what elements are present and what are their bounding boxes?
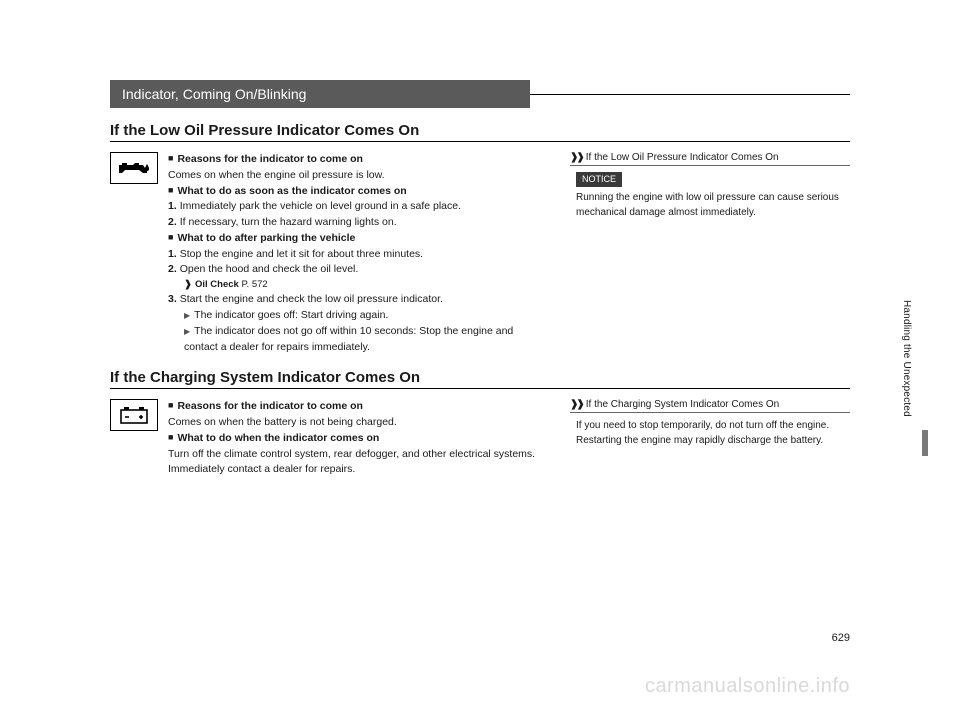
charge-p-1: Comes on when the battery is not being c… <box>168 415 540 431</box>
section-heading-oil: If the Low Oil Pressure Indicator Comes … <box>110 122 850 139</box>
charge-p-2: Turn off the climate control system, rea… <box>168 447 540 479</box>
oil-sub-3: What to do after parking the vehicle <box>177 232 355 244</box>
oil-tri-2: The indicator does not go off within 10 … <box>184 325 513 353</box>
sidebar-text-charge: If you need to stop temporarily, do not … <box>570 419 850 448</box>
title-rule <box>530 94 850 95</box>
oil-t2: If necessary, turn the hazard warning li… <box>180 216 397 228</box>
notice-badge: NOTICE <box>576 172 622 187</box>
oil-t4: Open the hood and check the oil level. <box>180 263 359 275</box>
charge-sub-2: What to do when the indicator comes on <box>177 432 379 444</box>
oil-pressure-icon <box>110 152 158 184</box>
oil-content: Reasons for the indicator to come on Com… <box>168 152 540 355</box>
page-title-bar: Indicator, Coming On/Blinking <box>110 80 530 108</box>
section-heading-charge: If the Charging System Indicator Comes O… <box>110 369 850 386</box>
xref-label[interactable]: Oil Check <box>195 279 239 290</box>
oil-n5: 3. <box>168 293 177 305</box>
oil-sub-2: What to do as soon as the indicator come… <box>177 185 406 197</box>
oil-n2: 2. <box>168 216 177 228</box>
oil-tri-1: The indicator goes off: Start driving ag… <box>194 309 388 321</box>
sidebar-rule-charge <box>570 412 850 413</box>
sidebar-text-oil: Running the engine with low oil pressure… <box>576 191 844 220</box>
battery-icon <box>110 399 158 431</box>
oil-sub-1: Reasons for the indicator to come on <box>177 153 363 165</box>
xref-page[interactable]: P. 572 <box>241 279 267 290</box>
section-rule <box>110 141 850 142</box>
watermark: carmanualsonline.info <box>645 675 850 698</box>
oil-p-1: Comes on when the engine oil pressure is… <box>168 168 540 184</box>
section-rule-2 <box>110 388 850 389</box>
oil-n1: 1. <box>168 200 177 212</box>
sidebar-rule-oil <box>570 165 850 166</box>
oil-t3: Stop the engine and let it sit for about… <box>180 248 423 260</box>
page-number: 629 <box>832 632 850 644</box>
oil-n4: 2. <box>168 263 177 275</box>
chapter-tab-label: Handling the Unexpected <box>901 300 912 417</box>
oil-t5: Start the engine and check the low oil p… <box>180 293 443 305</box>
charge-content: Reasons for the indicator to come on Com… <box>168 399 540 478</box>
sidebar-title-oil: If the Low Oil Pressure Indicator Comes … <box>570 152 850 163</box>
charge-sub-1: Reasons for the indicator to come on <box>177 400 363 412</box>
oil-t1: Immediately park the vehicle on level gr… <box>180 200 461 212</box>
oil-n3: 1. <box>168 248 177 260</box>
sidebar-title-charge: If the Charging System Indicator Comes O… <box>570 399 850 410</box>
chapter-tab-block <box>922 430 928 456</box>
